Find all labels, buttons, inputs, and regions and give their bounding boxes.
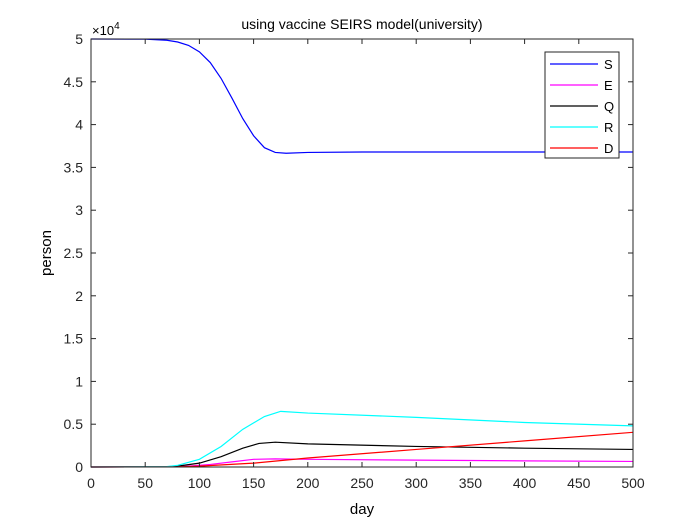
legend-label-E: E [604, 78, 613, 93]
legend-label-D: D [604, 141, 613, 156]
x-tick-label: 250 [350, 475, 374, 491]
y-tick-label: 4.5 [64, 74, 84, 90]
y-ticks: 0 0.5 1 1.5 2 2.5 3 3.5 4 4.5 5 [64, 31, 633, 475]
x-tick-label: 500 [621, 475, 645, 491]
legend-label-S: S [604, 57, 613, 72]
legend-label-R: R [604, 120, 613, 135]
x-tick-label: 200 [296, 475, 320, 491]
y-tick-label: 2 [75, 288, 83, 304]
y-axis-label: person [38, 230, 55, 276]
y-tick-label: 0.5 [64, 416, 84, 432]
series-line-S [90, 38, 633, 154]
y-exponent-base: ×10 [92, 23, 114, 38]
y-tick-label: 3.5 [64, 159, 84, 175]
x-tick-label: 350 [459, 475, 483, 491]
y-tick-label: 3 [75, 202, 83, 218]
y-tick-label: 4 [75, 117, 83, 133]
plot-area [91, 39, 633, 467]
y-tick-label: 1 [75, 373, 83, 389]
chart-title: using vaccine SEIRS model(university) [241, 16, 482, 32]
x-tick-label: 400 [513, 475, 537, 491]
series-line-R [90, 410, 634, 468]
x-tick-label: 100 [188, 475, 212, 491]
x-ticks: 0 50 100 150 200 250 300 350 400 450 500 [87, 39, 645, 491]
y-tick-label: 5 [75, 31, 83, 47]
x-tick-label: 50 [137, 475, 153, 491]
x-tick-label: 150 [242, 475, 266, 491]
y-tick-label: 1.5 [64, 331, 84, 347]
y-exponent-power: 4 [114, 21, 120, 32]
legend-box [544, 51, 620, 159]
x-tick-label: 450 [567, 475, 591, 491]
y-tick-label: 2.5 [64, 245, 84, 261]
x-axis-label: day [350, 501, 375, 518]
y-tick-label: 0 [75, 459, 83, 475]
legend-label-Q: Q [604, 99, 614, 114]
y-exponent-label: ×104 [92, 21, 120, 38]
x-tick-label: 300 [405, 475, 429, 491]
x-tick-label: 0 [87, 475, 95, 491]
